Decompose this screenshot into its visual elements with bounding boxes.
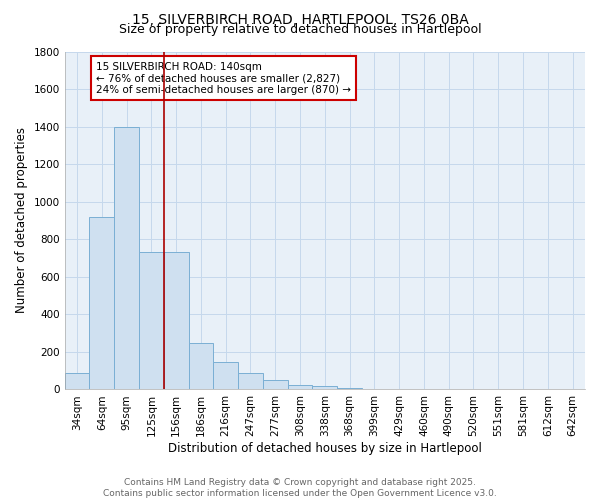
X-axis label: Distribution of detached houses by size in Hartlepool: Distribution of detached houses by size … (168, 442, 482, 455)
Bar (313, 386, 337, 390)
Bar (337, 388, 362, 390)
Y-axis label: Number of detached properties: Number of detached properties (15, 128, 28, 314)
Bar (263, 380, 287, 390)
Bar (287, 385, 313, 390)
Bar (214, 362, 238, 390)
Bar (65, 374, 89, 390)
Text: Contains HM Land Registry data © Crown copyright and database right 2025.
Contai: Contains HM Land Registry data © Crown c… (103, 478, 497, 498)
Text: Size of property relative to detached houses in Hartlepool: Size of property relative to detached ho… (119, 22, 481, 36)
Bar (89, 216, 114, 390)
Text: 15 SILVERBIRCH ROAD: 140sqm
← 76% of detached houses are smaller (2,827)
24% of : 15 SILVERBIRCH ROAD: 140sqm ← 76% of det… (96, 62, 351, 95)
Bar (164, 252, 188, 390)
Bar (436, 388, 461, 390)
Bar (238, 372, 263, 390)
Bar (139, 252, 164, 390)
Bar (114, 126, 139, 390)
Text: 15, SILVERBIRCH ROAD, HARTLEPOOL, TS26 0BA: 15, SILVERBIRCH ROAD, HARTLEPOOL, TS26 0… (131, 12, 469, 26)
Bar (188, 344, 214, 390)
